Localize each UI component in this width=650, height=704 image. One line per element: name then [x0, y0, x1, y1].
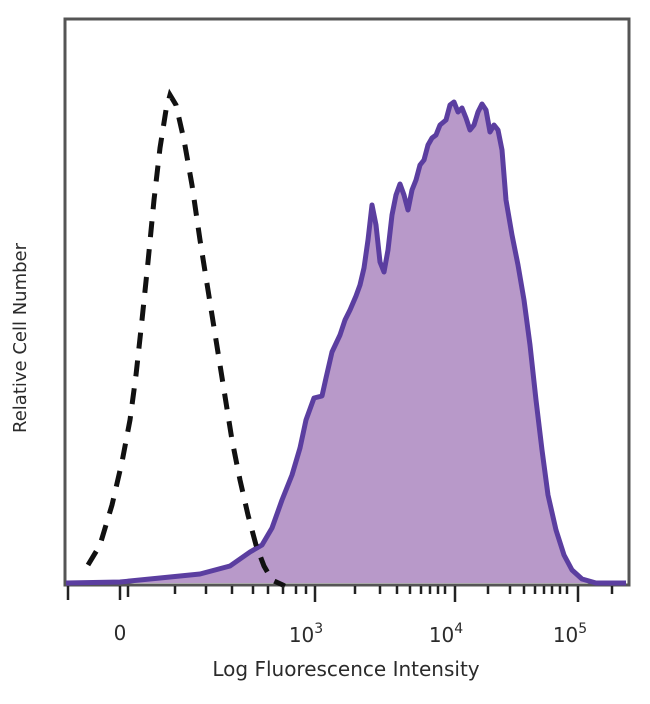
- x-tick-label-1e4: 104: [429, 621, 463, 647]
- x-tick-label-0: 0: [114, 621, 127, 645]
- stained-histogram-fill: [66, 102, 626, 583]
- x-axis-title: Log Fluorescence Intensity: [212, 657, 479, 681]
- y-axis-title: Relative Cell Number: [10, 242, 31, 433]
- x-axis-ticks: [66, 586, 614, 602]
- control-histogram-dashed-line: [85, 88, 287, 589]
- x-tick-label-1e3: 103: [289, 621, 323, 647]
- stained-histogram-line: [65, 99, 626, 586]
- x-tick-label-1e5: 105: [553, 621, 587, 647]
